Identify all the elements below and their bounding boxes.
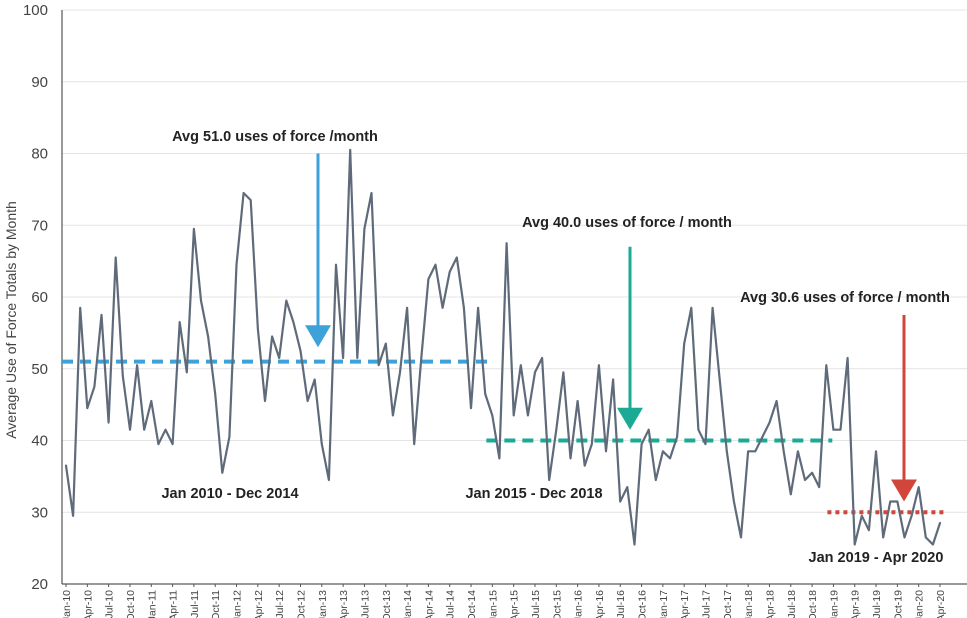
annotation-label: Avg 40.0 uses of force / month — [522, 215, 732, 231]
y-tick-label: 90 — [31, 74, 48, 91]
arrow-head — [891, 479, 917, 502]
x-tick-label: Apr-11 — [168, 590, 180, 618]
x-tick-label: Apr-19 — [850, 590, 862, 618]
x-tick-label: Apr-16 — [594, 590, 606, 618]
x-tick-label: Jan-15 — [487, 590, 499, 618]
x-tick-label: Apr-18 — [764, 590, 776, 618]
x-tick-label: Apr-14 — [423, 590, 435, 618]
x-tick-label: Jul-12 — [274, 590, 286, 618]
y-tick-label: 80 — [31, 146, 48, 163]
x-tick-label: Jan-17 — [658, 590, 670, 618]
y-tick-label: 40 — [31, 433, 48, 450]
series-line — [64, 148, 942, 546]
x-tick-label: Jul-15 — [530, 590, 542, 618]
x-tick-label: Jan-13 — [317, 590, 329, 618]
annotation-label: Avg 30.6 uses of force / month — [740, 290, 950, 306]
x-tick-label: Oct-11 — [210, 590, 222, 618]
x-tick-label: Jul-16 — [615, 590, 627, 618]
x-tick-label: Jan-10 — [61, 590, 73, 618]
period-label: Jan 2019 - Apr 2020 — [809, 550, 944, 566]
x-tick-label: Jan-16 — [573, 590, 585, 618]
y-axis-label: Average Use of Force Totals by Month — [3, 201, 19, 439]
arrow-head — [305, 325, 331, 348]
x-tick-label: Apr-17 — [679, 590, 691, 618]
x-tick-label: Jan-11 — [146, 590, 158, 618]
x-tick-label: Jul-18 — [786, 590, 798, 618]
y-tick-label: 70 — [31, 217, 48, 234]
x-tick-label: Apr-12 — [253, 590, 265, 618]
x-tick-label: Oct-15 — [551, 590, 563, 618]
y-tick-label: 30 — [31, 504, 48, 521]
annotation-label: Avg 51.0 uses of force /month — [172, 129, 378, 145]
arrow-head — [617, 407, 643, 430]
x-tick-label: Oct-17 — [722, 590, 734, 618]
x-tick-label: Jan-18 — [743, 590, 755, 618]
period-label: Jan 2010 - Dec 2014 — [161, 486, 298, 502]
series-lines — [64, 148, 942, 546]
x-tick-label: Jul-19 — [871, 590, 883, 618]
x-tick-label: Apr-15 — [509, 590, 521, 618]
x-tick-label: Oct-12 — [295, 590, 307, 618]
average-lines — [62, 359, 946, 515]
x-tick-label: Apr-10 — [82, 590, 94, 618]
x-tick-label: Oct-10 — [125, 590, 137, 618]
x-tick-label: Jul-13 — [359, 590, 371, 618]
x-tick-label: Jan-14 — [402, 590, 414, 618]
x-tick-label: Oct-13 — [381, 590, 393, 618]
x-tick-label: Jan-12 — [232, 590, 244, 618]
x-tick-label: Jul-17 — [701, 590, 713, 618]
x-tick-label: Oct-16 — [637, 590, 649, 618]
y-tick-label: 100 — [23, 2, 48, 19]
x-tick-label: Oct-14 — [466, 590, 478, 618]
x-tick-label: Apr-20 — [935, 590, 947, 618]
x-tick-label: Jul-14 — [445, 590, 457, 618]
x-tick-label: Apr-13 — [338, 590, 350, 618]
y-tick-labels: 20 30 40 50 60 70 80 90 100 — [23, 2, 48, 593]
x-tick-label: Jul-11 — [189, 590, 201, 618]
y-tick-label: 50 — [31, 361, 48, 378]
x-tick-label: Jul-10 — [104, 590, 116, 618]
x-tick-label: Jan-19 — [828, 590, 840, 618]
x-tick-label: Oct-18 — [807, 590, 819, 618]
y-tick-label: 20 — [31, 576, 48, 593]
x-tick-label: Jan-20 — [914, 590, 926, 618]
x-tick-labels: Jan-10 Apr-10 Jul-10 Oct-10 Jan-11 Apr-11 Jul-… — [61, 584, 947, 618]
y-tick-label: 60 — [31, 289, 48, 306]
x-tick-label: Oct-19 — [892, 590, 904, 618]
period-label: Jan 2015 - Dec 2018 — [465, 486, 602, 502]
annotations: Avg 51.0 uses of force /month Jan 2010 - … — [161, 129, 949, 566]
